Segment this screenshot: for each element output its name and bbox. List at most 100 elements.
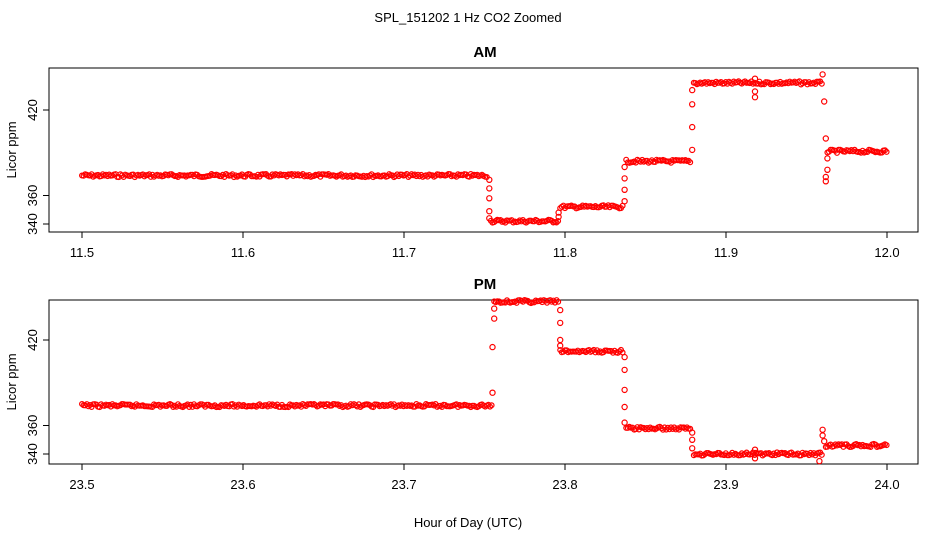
am-panel-title: AM <box>473 44 496 61</box>
data-point <box>751 88 759 95</box>
data-point <box>486 207 493 215</box>
data-point <box>687 159 694 166</box>
data-point <box>751 75 759 82</box>
pm-plot-frame <box>48 299 919 465</box>
am-data-points <box>78 71 890 226</box>
x-tick-label: 23.6 <box>230 477 255 492</box>
data-point <box>689 429 696 436</box>
data-point <box>557 319 564 327</box>
data-point <box>555 298 562 305</box>
data-point <box>621 175 628 182</box>
pm-axis-ticks: 23.5 23.6 23.7 23.8 23.9 24.0 340 360 420 <box>25 329 900 492</box>
x-tick-label: 11.7 <box>392 245 416 260</box>
data-point <box>751 455 759 462</box>
am-y-axis-label: Licor ppm <box>4 121 19 178</box>
data-point <box>555 218 562 225</box>
data-point <box>491 305 498 312</box>
data-point <box>689 101 696 108</box>
data-point <box>621 386 628 394</box>
figure-title: SPL_151202 1 Hz CO2 Zoomed <box>374 10 561 25</box>
data-point <box>819 426 826 433</box>
data-point <box>822 173 830 181</box>
data-point <box>489 343 496 351</box>
data-point <box>218 173 225 180</box>
pm-y-axis-label: Licor ppm <box>4 353 19 410</box>
data-point <box>553 297 560 304</box>
data-point <box>881 147 888 154</box>
x-tick-label: 12.0 <box>874 245 899 260</box>
data-point <box>751 93 759 101</box>
data-point <box>818 451 825 458</box>
data-point <box>751 446 759 453</box>
pm-panel-title: PM <box>474 276 497 293</box>
data-point <box>621 163 628 171</box>
y-tick-label: 420 <box>25 329 40 351</box>
data-point <box>547 297 554 304</box>
x-tick-label: 11.6 <box>231 245 255 260</box>
data-point <box>689 436 696 443</box>
pm-data-points <box>78 297 890 465</box>
am-panel: AM Licor ppm 11.5 11.6 11.7 11.8 11.9 12.0 340… <box>4 44 919 260</box>
data-point <box>822 135 830 142</box>
am-axis-ticks: 11.5 11.6 11.7 11.8 11.9 12.0 340 360 420 <box>25 99 900 260</box>
data-point <box>689 445 696 452</box>
y-tick-label: 360 <box>25 185 40 207</box>
x-tick-label: 23.5 <box>69 477 94 492</box>
data-point <box>689 123 696 131</box>
x-tick-label: 11.5 <box>70 245 94 260</box>
data-point <box>833 149 840 156</box>
data-point <box>616 348 623 355</box>
data-point <box>489 389 496 396</box>
data-point <box>555 209 562 216</box>
data-point <box>557 336 564 344</box>
am-plot-frame <box>48 67 919 233</box>
data-point <box>488 402 495 409</box>
y-tick-label: 340 <box>25 213 40 235</box>
data-point <box>822 178 830 185</box>
data-point <box>621 353 628 361</box>
data-point <box>689 146 696 154</box>
data-point <box>621 419 628 426</box>
data-point <box>491 315 498 322</box>
data-point <box>557 342 564 349</box>
data-point <box>824 155 831 162</box>
data-point <box>721 80 728 87</box>
data-point <box>821 438 828 445</box>
data-point <box>819 432 826 439</box>
data-point <box>486 215 493 222</box>
data-point <box>621 366 628 374</box>
x-tick-label: 23.7 <box>391 477 416 492</box>
data-point <box>486 195 493 202</box>
x-tick-label: 11.9 <box>714 245 738 260</box>
data-point <box>816 457 823 465</box>
x-tick-label: 23.8 <box>552 477 577 492</box>
y-tick-label: 360 <box>25 415 40 437</box>
data-point <box>821 98 828 105</box>
x-tick-label: 23.9 <box>713 477 738 492</box>
x-tick-label: 11.8 <box>553 245 577 260</box>
pm-panel: PM Licor ppm 23.5 23.6 23.7 23.8 23.9 24.0 340… <box>4 276 919 492</box>
data-point <box>557 306 564 314</box>
data-point <box>335 401 342 408</box>
data-point <box>689 86 696 94</box>
data-point <box>819 71 826 78</box>
data-point <box>883 148 890 155</box>
data-point <box>685 157 692 164</box>
data-point <box>807 449 814 456</box>
data-point <box>667 424 674 431</box>
data-point <box>415 171 422 178</box>
data-point <box>411 171 418 178</box>
y-tick-label: 340 <box>25 443 40 465</box>
data-point <box>621 197 628 205</box>
data-point <box>621 186 628 193</box>
data-point <box>824 166 831 173</box>
x-axis-label: Hour of Day (UTC) <box>414 515 522 530</box>
data-point <box>553 219 560 226</box>
data-point <box>818 80 825 87</box>
x-tick-label: 24.0 <box>874 477 899 492</box>
data-point <box>621 403 628 411</box>
data-point <box>883 442 890 449</box>
data-point <box>486 176 493 183</box>
y-tick-label: 420 <box>25 99 40 121</box>
data-point <box>555 213 562 221</box>
